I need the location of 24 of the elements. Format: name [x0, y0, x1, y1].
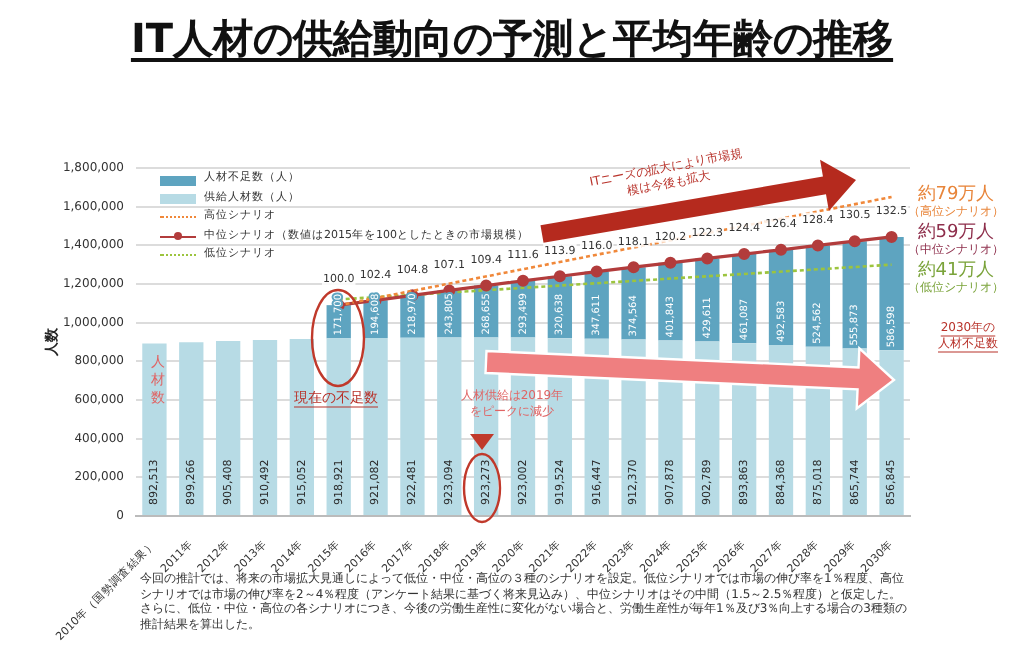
- bar: [215, 340, 241, 515]
- text: 約41万人: [917, 258, 995, 281]
- point: [517, 274, 529, 287]
- point: [811, 239, 824, 252]
- point: [701, 252, 714, 265]
- bar: [437, 337, 462, 515]
- point: [590, 265, 603, 278]
- bar: [142, 343, 167, 515]
- text: 約79万人: [917, 182, 995, 205]
- point: [627, 261, 640, 274]
- point: [664, 256, 677, 269]
- text: 約59万人: [917, 220, 995, 243]
- point: [553, 270, 566, 283]
- point: [885, 230, 898, 243]
- point: [480, 279, 493, 292]
- bar: [252, 339, 278, 515]
- bar: [879, 350, 904, 515]
- point: [848, 235, 861, 248]
- point: [775, 243, 787, 256]
- chart-title: IT人材の供給動向の予測と平均年齢の推移: [128, 12, 896, 66]
- point: [738, 248, 751, 261]
- bar: [179, 342, 204, 515]
- bar: [363, 337, 388, 515]
- bar: [400, 337, 425, 515]
